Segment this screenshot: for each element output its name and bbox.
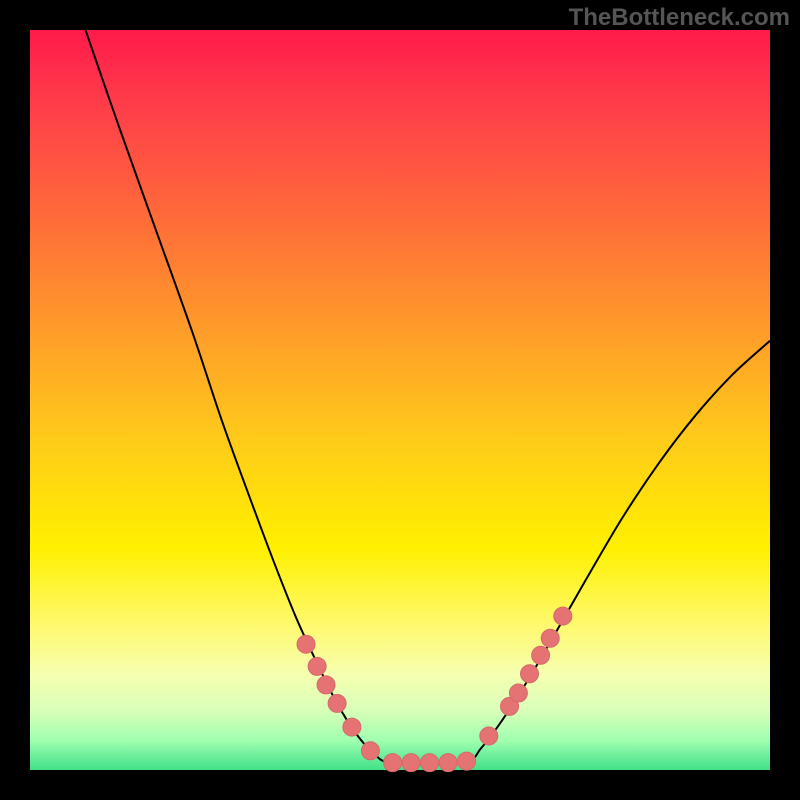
chart-stage: TheBottleneck.com: [0, 0, 800, 800]
data-marker: [308, 657, 326, 675]
data-marker: [343, 718, 361, 736]
data-marker: [521, 665, 539, 683]
data-marker: [361, 742, 379, 760]
data-marker: [509, 684, 527, 702]
data-marker: [532, 646, 550, 664]
data-marker: [328, 694, 346, 712]
data-marker: [317, 676, 335, 694]
data-marker: [541, 629, 559, 647]
watermark-text: TheBottleneck.com: [569, 4, 790, 32]
data-marker: [439, 754, 457, 772]
data-marker: [480, 727, 498, 745]
data-marker: [297, 635, 315, 653]
data-marker: [421, 754, 439, 772]
chart-background: [30, 30, 770, 770]
bottleneck-curve-chart: [0, 0, 800, 800]
data-marker: [384, 754, 402, 772]
data-marker: [458, 752, 476, 770]
data-marker: [402, 754, 420, 772]
data-marker: [554, 607, 572, 625]
